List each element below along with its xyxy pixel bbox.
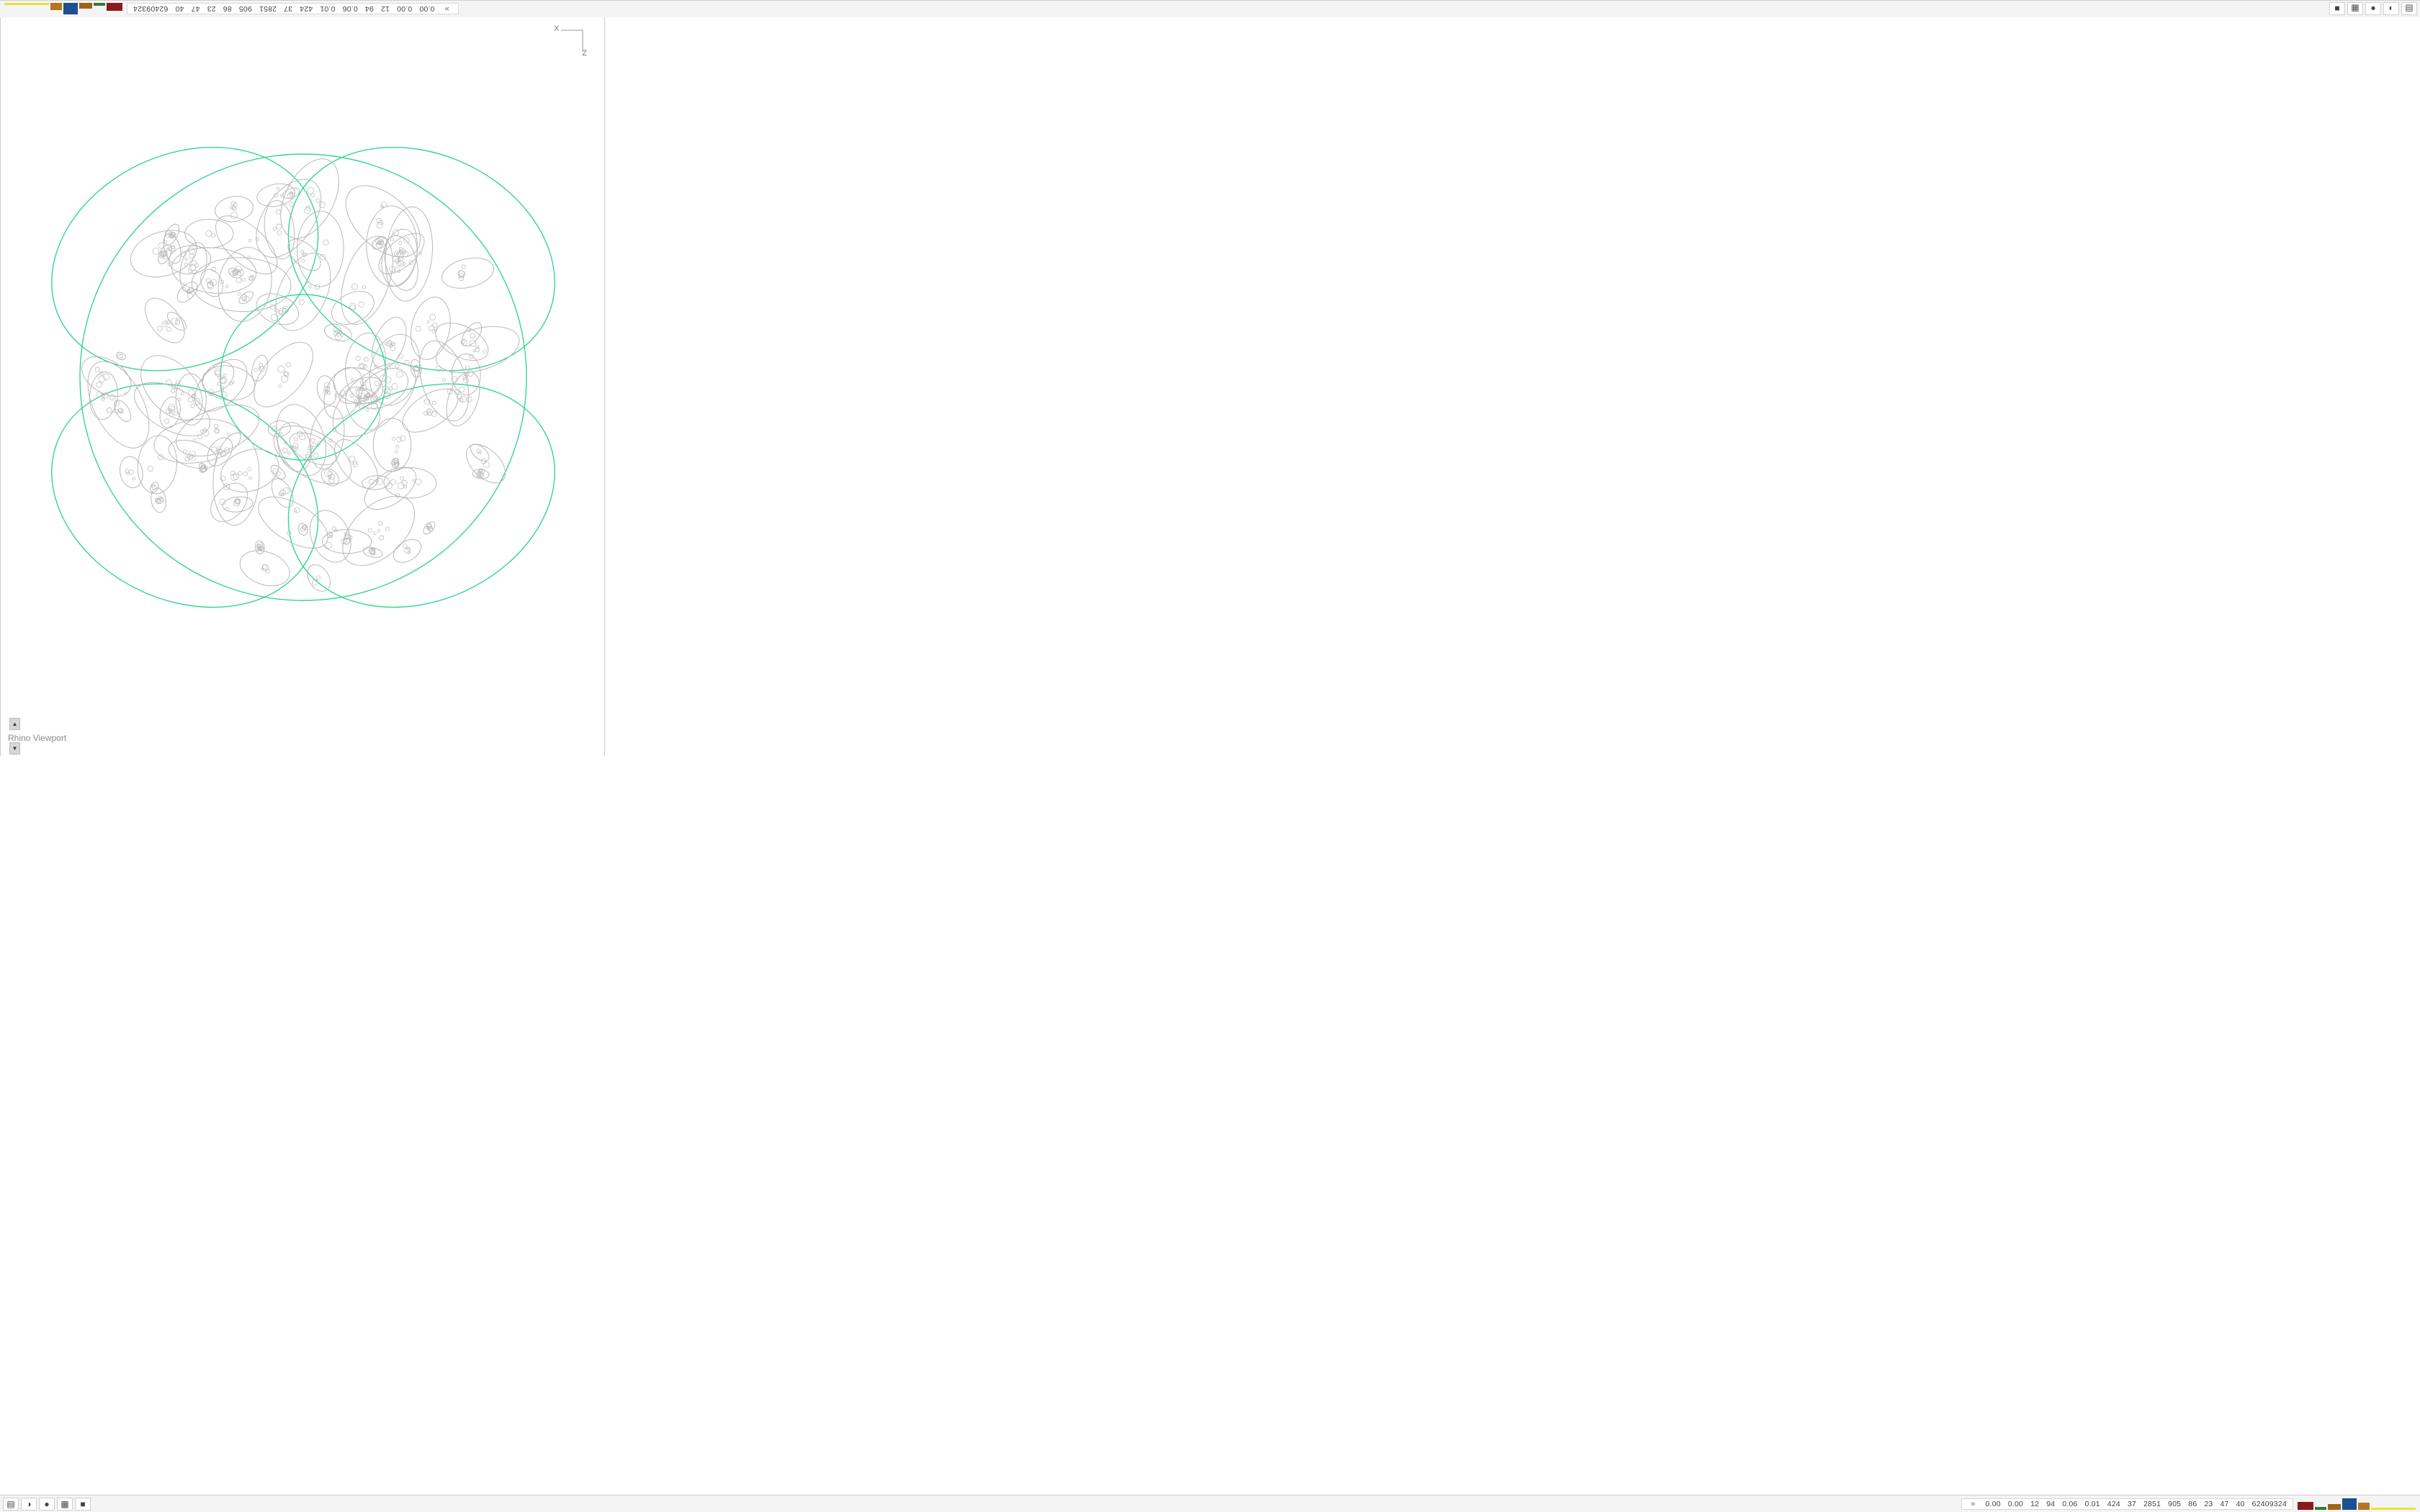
taskbar-system-stats: » 0.00 0.00 12 94 0.06 0.01 424 37 2851 905 86 23 47… [127, 3, 459, 15]
stat-value: 47 [191, 4, 200, 14]
floppy-64-icon[interactable]: ▦ [57, 1497, 73, 1511]
calculator-icon[interactable]: ▤ [2401, 2, 2417, 16]
stat-value: 23 [2204, 1499, 2213, 1508]
axis-x-label: X [554, 24, 560, 33]
stat-value: 0.00 [2007, 1499, 2024, 1508]
axis-z-label: Z [582, 49, 587, 58]
stat-value: 12 [380, 4, 390, 14]
stat-value: 2851 [2143, 1499, 2161, 1508]
rhino-viewport-bottom-right[interactable]: X Z Rhino Viewport ▲ ▼ [0, 17, 605, 756]
graph-bar [107, 3, 122, 12]
graph-bar [2298, 1501, 2313, 1510]
stat-value: 94 [364, 4, 374, 14]
stat-value: 0.06 [342, 4, 358, 14]
graph-bar [79, 3, 92, 9]
graph-bar [2315, 1506, 2326, 1510]
taskbar-app-launchers[interactable]: ▤ ◑ ● ▦ ■ [2326, 2, 2420, 16]
stat-value: 424 [300, 4, 313, 14]
firefox-icon[interactable]: ● [39, 1497, 55, 1511]
terminal-icon[interactable]: ■ [75, 1497, 91, 1511]
stat-value: 47 [2220, 1499, 2229, 1508]
stat-value: 0.00 [396, 4, 413, 14]
stat-value: 40 [2236, 1499, 2245, 1508]
taskbar-graph [0, 3, 127, 15]
graph-bar [4, 3, 49, 6]
graph-bar [63, 3, 78, 15]
taskbar-graph [2293, 1498, 2420, 1510]
stat-value: 62409324 [2251, 1499, 2287, 1508]
graph-bar [2342, 1498, 2357, 1510]
stat-value: 12 [2030, 1499, 2040, 1508]
viewport-tab[interactable]: Rhino Viewport [8, 733, 67, 743]
chevron-icon[interactable]: » [1971, 1499, 1976, 1508]
system-taskbar-bottom[interactable]: ▤ ◑ ● ▦ ■ » 0.00 0.00 12 94 0.06 0.01 424 37 285… [0, 1495, 2420, 1512]
gimp-icon[interactable]: ◑ [21, 1497, 37, 1511]
calculator-icon[interactable]: ▤ [3, 1497, 19, 1511]
stat-value: 94 [2046, 1499, 2056, 1508]
stat-value: 905 [2168, 1499, 2182, 1508]
stat-value: 86 [2188, 1499, 2197, 1508]
circle-packing-geometry [51, 146, 555, 608]
gimp-icon[interactable]: ◑ [2383, 2, 2399, 16]
firefox-icon[interactable]: ● [2365, 2, 2381, 16]
graph-bar [2358, 1502, 2370, 1510]
graph-bar [50, 3, 62, 11]
floppy-64-icon[interactable]: ▦ [2347, 2, 2363, 16]
stat-value: 905 [238, 4, 252, 14]
stat-value: 0.01 [2084, 1499, 2100, 1508]
stat-value: 0.06 [2062, 1499, 2078, 1508]
stat-value: 2851 [259, 4, 277, 14]
stat-value: 37 [284, 4, 293, 14]
viewport-scroll-up[interactable]: ▲ [9, 718, 20, 730]
stat-value: 40 [175, 4, 184, 14]
stat-value: 424 [2107, 1499, 2120, 1508]
stat-value: 23 [207, 4, 216, 14]
stat-value: 86 [223, 4, 232, 14]
graph-bar [94, 3, 105, 6]
taskbar-system-stats: » 0.00 0.00 12 94 0.06 0.01 424 37 2851 905 86 23 47… [1961, 1498, 2293, 1510]
system-taskbar-top[interactable]: ▤ ◑ ● ▦ ■ » 0.00 0.00 12 94 0.06 0.01 424 37 285… [0, 0, 2420, 17]
viewport-scroll-down[interactable]: ▼ [9, 742, 20, 755]
chevron-icon[interactable]: » [444, 4, 449, 14]
graph-bar [2328, 1503, 2341, 1510]
axis-lines [561, 30, 583, 52]
stat-value: 37 [2127, 1499, 2136, 1508]
stat-value: 0.00 [419, 4, 435, 14]
terminal-icon[interactable]: ■ [2329, 2, 2345, 16]
stat-value: 62409324 [133, 4, 169, 14]
graph-bar [2371, 1507, 2416, 1510]
stat-value: 0.00 [1985, 1499, 2001, 1508]
window-grid: ✕ Grasshopper - XH[]_◇◇⊕⊕◇✽ℰ◇⊃●①⊃⊙①⊃◇ℰ✽◇… [0, 17, 2420, 1495]
stat-value: 0.01 [320, 4, 336, 14]
taskbar-app-launchers[interactable]: ▤ ◑ ● ▦ ■ [0, 1497, 94, 1511]
